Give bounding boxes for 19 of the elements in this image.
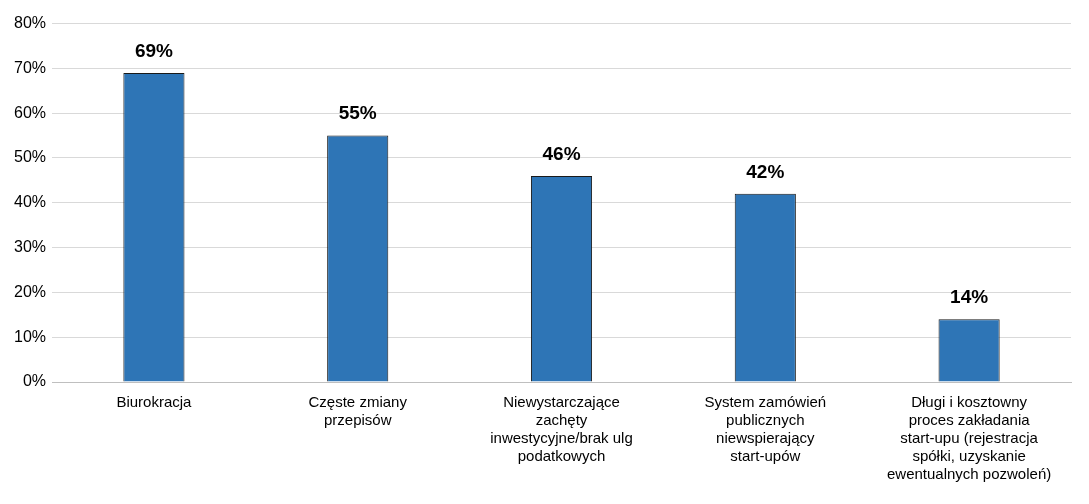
y-tick-label: 0% <box>22 372 47 390</box>
y-tick-label: 20% <box>13 282 47 300</box>
y-tick-label: 50% <box>13 148 47 166</box>
x-tick-label: Częste zmiany przepisów <box>308 393 408 429</box>
y-tick-label: 70% <box>13 58 47 76</box>
data-label: 46% <box>542 142 581 164</box>
data-label: 55% <box>338 102 377 124</box>
data-label: 42% <box>746 160 785 182</box>
x-tick-label: Niewystarczające zachęty inwestycyjne/brak ulg podatkowych <box>490 393 633 465</box>
x-tick-label: Biurokracja <box>116 393 193 411</box>
y-tick-label: 10% <box>13 327 47 345</box>
x-tick-label: System zamówień publicznych niewspierający start-upów <box>704 393 827 465</box>
data-label: 14% <box>950 286 989 308</box>
y-tick-label: 80% <box>13 14 47 32</box>
x-tick-label: Długi i kosztowny proces zakładania start-upu (rejestracja spółki, uzyskanie ewentualnych pozwoleń) <box>886 393 1052 483</box>
y-tick-label: 40% <box>13 193 47 211</box>
y-tick-label: 30% <box>13 238 47 256</box>
y-tick-label: 60% <box>13 103 47 121</box>
data-label: 69% <box>134 39 174 61</box>
